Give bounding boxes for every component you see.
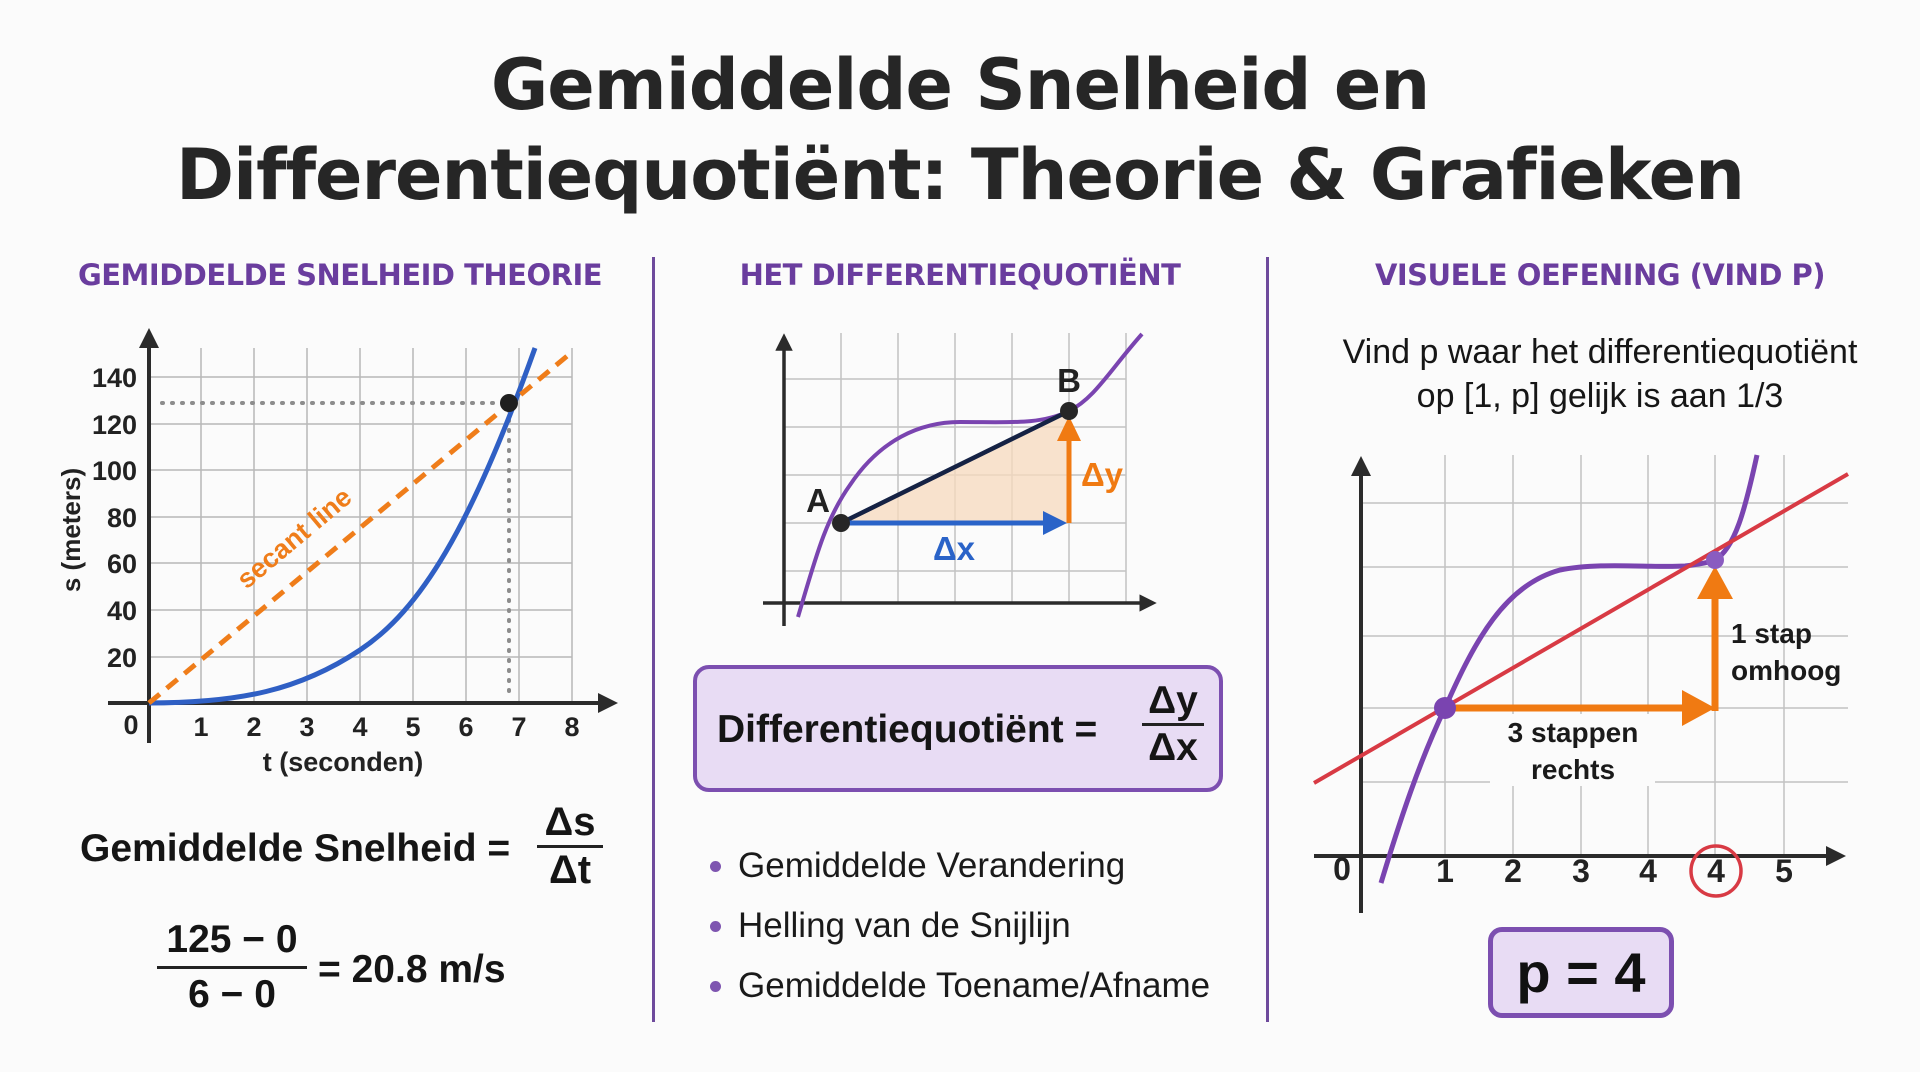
properties-list: Gemiddelde Verandering Helling van de Sn… [710,836,1210,1016]
right-section-heading: VISUELE OEFENING (VIND P) [1374,258,1826,292]
svg-text:20: 20 [107,643,137,673]
secant-ab [840,408,1070,526]
column-divider-1 [652,257,655,1022]
svg-text:8: 8 [564,712,579,742]
svg-text:0: 0 [123,710,138,740]
left-x-axis-label: t (seconden) [263,747,424,777]
svg-text:5: 5 [1775,853,1793,889]
delta-x: Δx [1148,726,1198,769]
point-b-label: B [1057,362,1081,399]
right-curve [1378,454,1760,884]
one-step-label-2: omhoog [1731,655,1841,686]
left-chart-grid [149,348,573,703]
label-bg [1490,714,1655,786]
left-x-ticks: 0 1 2 3 4 5 6 7 8 [123,710,579,742]
one-step-up-arrowhead [1697,566,1733,599]
svg-text:4: 4 [352,712,367,742]
three-steps-label-1: 3 stappen [1508,717,1639,748]
delta-y-label: Δy [1081,456,1124,493]
delta-y-arrowhead [1057,416,1081,441]
svg-text:140: 140 [92,363,137,393]
svg-text:1: 1 [1436,853,1454,889]
fraction-bar [1142,723,1204,726]
delta-y: Δy [1148,679,1198,722]
definition-fraction: Δy Δx [1142,679,1204,770]
svg-text:2: 2 [246,712,261,742]
position-curve [148,347,538,706]
svg-text:40: 40 [107,596,137,626]
svg-text:2: 2 [1504,853,1522,889]
secant-endpoint [500,394,518,412]
average-speed-fraction: Δs Δt [537,800,603,893]
bullet-icon [710,980,721,992]
answer-box: p = 4 [1488,927,1674,1018]
question-line-2: op [1, p] gelijk is aan 1/3 [1416,377,1784,415]
left-section-heading: GEMIDDELDE SNELHEID THEORIE [77,258,603,292]
three-steps-right-arrowhead [1682,690,1715,726]
page-title-line-2: Differentiequotiënt: Theorie & Grafieken [176,134,1745,216]
svg-text:4: 4 [1707,853,1725,889]
point-a [832,514,850,532]
svg-text:3: 3 [1572,853,1590,889]
calculation-denominator: 6 − 0 [188,973,276,1016]
delta-x-arrowhead [1043,511,1067,535]
list-item: Gemiddelde Toename/Afname [710,956,1210,1016]
svg-text:1: 1 [193,712,208,742]
fraction-bar [537,845,603,848]
definition-box: Differentiequotiënt = Δy Δx [693,665,1223,792]
middle-chart-grid [784,333,1127,603]
left-y-axis-label: s (meters) [56,468,86,592]
bullet-icon [710,920,721,932]
svg-text:100: 100 [92,456,137,486]
middle-curve [796,332,1144,618]
secant-red-line [1312,472,1850,785]
list-item: Gemiddelde Verandering [710,836,1210,896]
exercise-question: Vind p waar het differentiequotiënt op [… [1280,330,1920,418]
delta-t: Δt [548,848,592,892]
svg-text:80: 80 [107,503,137,533]
calculation-result: = 20.8 m/s [318,948,506,991]
right-x-ticks: 0 1 2 3 4 4 5 [1333,851,1793,889]
svg-text:5: 5 [405,712,420,742]
average-speed-formula-label: Gemiddelde Snelheid = [80,827,511,870]
start-point [1434,697,1456,719]
svg-text:6: 6 [458,712,473,742]
point-b [1060,402,1078,420]
list-item: Helling van de Snijlijn [710,896,1210,956]
column-divider-2 [1266,257,1269,1022]
delta-s: Δs [544,800,596,844]
highlight-circle [1689,844,1743,898]
left-y-ticks: 20 40 60 80 100 120 140 [92,363,137,673]
bullet-icon [710,860,721,872]
svg-text:3: 3 [299,712,314,742]
definition-label: Differentiequotiënt = [717,708,1098,751]
fraction-bar [157,966,307,969]
svg-text:120: 120 [92,410,137,440]
page-title-line-1: Gemiddelde Snelheid en [490,44,1430,126]
one-step-label-1: 1 stap [1731,618,1812,649]
delta-x-label: Δx [933,530,976,567]
svg-text:0: 0 [1333,851,1351,887]
point-a-label: A [806,482,830,519]
svg-text:60: 60 [107,549,137,579]
end-point [1706,551,1724,569]
three-steps-label-2: rechts [1531,754,1615,785]
middle-section-heading: HET DIFFERENTIEQUOTIËNT [739,258,1181,292]
calculation-fraction: 125 − 0 6 − 0 [157,918,307,1017]
svg-text:7: 7 [511,712,526,742]
question-line-1: Vind p waar het differentiequotiënt [1342,333,1858,371]
calculation-numerator: 125 − 0 [166,918,298,961]
svg-text:4: 4 [1639,853,1657,889]
secant-line-label: secant line [231,482,357,595]
